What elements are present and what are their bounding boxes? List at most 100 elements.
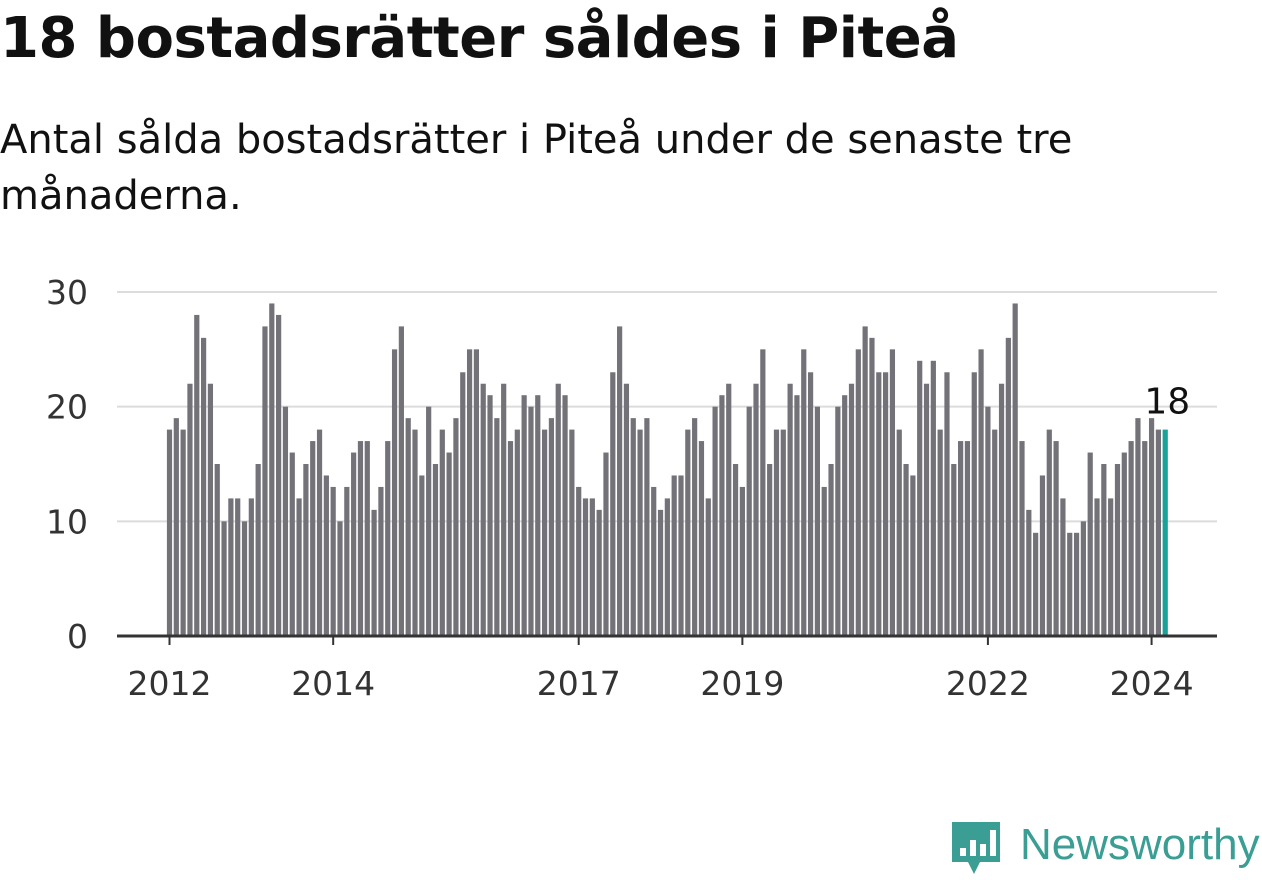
- bar: [828, 464, 834, 636]
- bar: [1039, 475, 1046, 636]
- x-tick-label: 2017: [537, 664, 621, 703]
- bar: [637, 429, 643, 636]
- bar: [1060, 498, 1066, 636]
- bar: [814, 406, 820, 636]
- x-tick-label: 2024: [1110, 664, 1194, 703]
- bar: [930, 360, 936, 636]
- bar: [651, 486, 657, 636]
- y-tick-label: 20: [46, 388, 88, 427]
- bar: [732, 464, 739, 636]
- bar: [460, 372, 466, 636]
- bar: [705, 498, 711, 636]
- bar: [1073, 532, 1080, 636]
- bar: [726, 383, 732, 636]
- bar: [1012, 303, 1018, 636]
- bar: [241, 521, 248, 636]
- bar: [276, 314, 282, 636]
- bar: [610, 372, 616, 636]
- bar: [576, 486, 582, 636]
- bar: [719, 395, 725, 636]
- bar: [166, 429, 173, 636]
- bar: [480, 383, 486, 636]
- bar: [446, 452, 452, 636]
- bar: [678, 475, 684, 636]
- bar: [378, 486, 384, 636]
- bar: [391, 349, 398, 636]
- x-tick-label: 2022: [946, 664, 1030, 703]
- bar: [487, 395, 493, 636]
- bar: [971, 372, 977, 636]
- bar: [951, 464, 957, 636]
- bar: [842, 395, 848, 636]
- bar: [821, 486, 827, 636]
- bar-highlight: [1162, 429, 1168, 636]
- bar: [958, 441, 964, 636]
- bar: [248, 498, 254, 636]
- bar: [1087, 452, 1093, 636]
- bar: [528, 406, 534, 636]
- bar: [282, 406, 289, 636]
- bar: [521, 395, 527, 636]
- bar: [466, 349, 473, 636]
- bar: [337, 521, 343, 636]
- bar: [1101, 464, 1107, 636]
- bar: [1148, 418, 1155, 636]
- bar: [964, 441, 971, 636]
- bar: [671, 475, 677, 636]
- bar: [398, 326, 404, 636]
- bar: [807, 372, 814, 636]
- bar: [255, 464, 261, 636]
- bar: [753, 383, 759, 636]
- bar: [603, 452, 609, 636]
- bar: [780, 429, 786, 636]
- bar: [1155, 429, 1161, 636]
- bar: [1080, 521, 1086, 636]
- bar: [207, 383, 214, 636]
- bar: [1142, 441, 1148, 636]
- bar: [787, 383, 793, 636]
- bar: [883, 372, 889, 636]
- bar: [542, 429, 548, 636]
- bar: [1005, 337, 1011, 636]
- bar: [1108, 498, 1114, 636]
- bar: [985, 406, 991, 636]
- chart-subtitle: Antal sålda bostadsrätter i Piteå under …: [0, 117, 1073, 219]
- bar: [773, 429, 780, 636]
- bar: [746, 406, 752, 636]
- x-tick-label: 2019: [700, 664, 784, 703]
- bar: [1121, 452, 1127, 636]
- bar: [903, 464, 909, 636]
- bar: [944, 372, 950, 636]
- bar: [889, 349, 896, 636]
- bar: [351, 452, 357, 636]
- bar: [371, 509, 377, 636]
- bar: [876, 372, 882, 636]
- bar: [501, 383, 507, 636]
- bar: [555, 383, 561, 636]
- bar: [630, 418, 636, 636]
- bar: [507, 441, 514, 636]
- brand-logo: Newsworthy: [950, 818, 1260, 876]
- bar: [992, 429, 998, 636]
- bar: [1053, 441, 1059, 636]
- bar: [405, 418, 411, 636]
- bar: [180, 429, 186, 636]
- bar: [419, 475, 425, 636]
- bar: [201, 337, 207, 636]
- bar: [644, 418, 650, 636]
- bar: [569, 429, 575, 636]
- bar: [548, 418, 555, 636]
- bar: [712, 406, 718, 636]
- bar: [228, 498, 234, 636]
- last-value-label: 18: [1144, 382, 1190, 423]
- bar: [323, 475, 329, 636]
- bar: [473, 349, 479, 636]
- y-tick-label: 30: [46, 273, 88, 312]
- y-tick-label: 0: [67, 617, 88, 656]
- bar: [269, 303, 275, 636]
- bar: [998, 383, 1005, 636]
- bar: [801, 349, 807, 636]
- bar: [692, 418, 698, 636]
- bar: [221, 521, 227, 636]
- bar: [664, 498, 670, 636]
